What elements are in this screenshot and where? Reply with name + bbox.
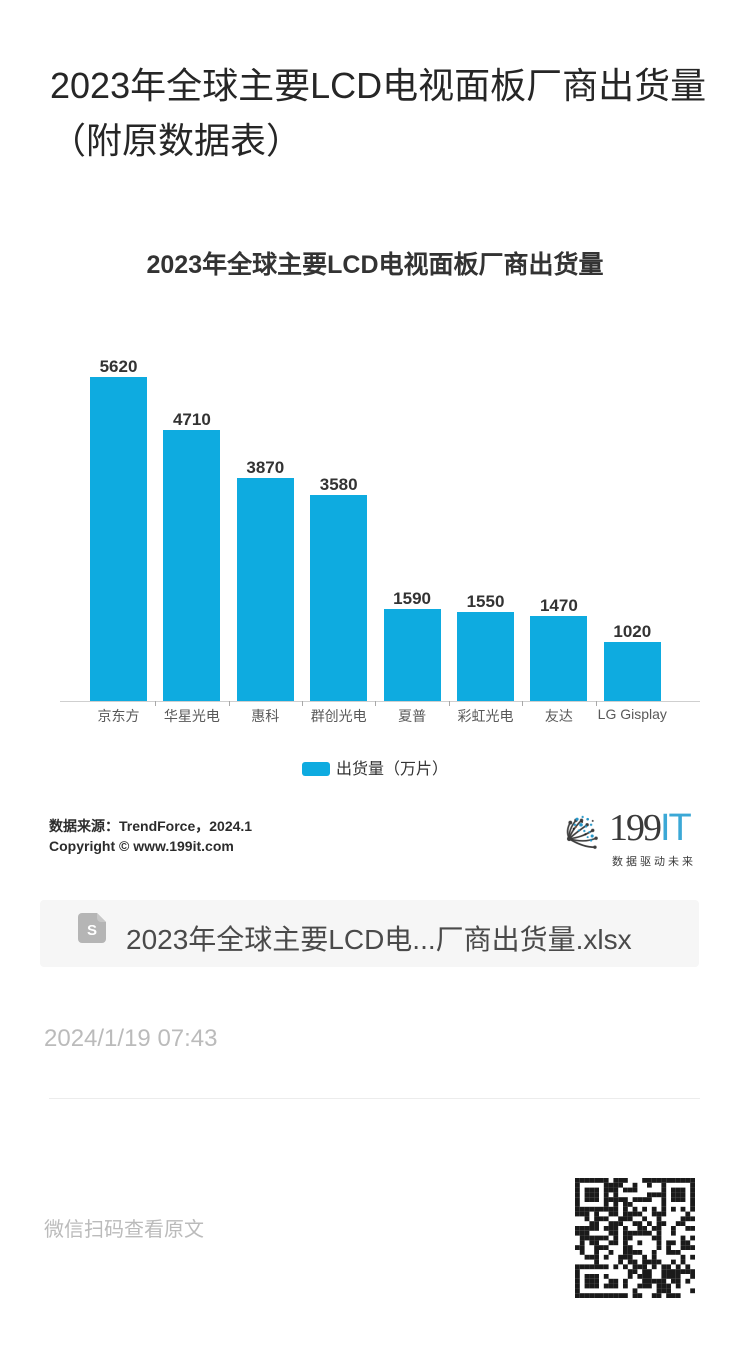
svg-text:S: S bbox=[87, 922, 97, 939]
